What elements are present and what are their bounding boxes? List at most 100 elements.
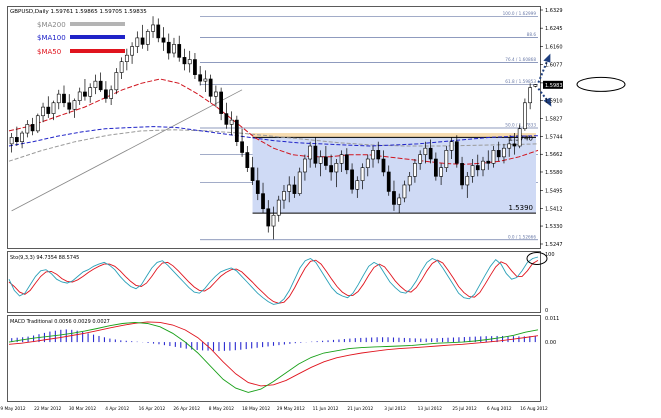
candle-body-53 [287, 184, 292, 192]
legend-ma200-label: $MA200 [37, 21, 66, 29]
candle-body-71 [381, 158, 386, 173]
macd-panel-frame [7, 315, 541, 402]
candle-body-23 [130, 46, 134, 56]
time-label-7: 18 May 2012 [242, 406, 270, 412]
macd-tick-label-1: 0.00 [545, 340, 556, 346]
candle-body-77 [413, 163, 417, 177]
price-tick-label-5: 1.5910 [545, 99, 563, 105]
time-label-0: 9 May 2012 [0, 406, 26, 412]
candle-body-66 [355, 180, 360, 190]
candle-body-76 [407, 176, 412, 186]
candle-body-13 [77, 91, 82, 101]
candle-body-18 [104, 89, 108, 99]
candle-body-92 [491, 150, 496, 164]
price-highlight-ellipse [576, 76, 626, 92]
price-tick-label-3: 1.6077 [545, 62, 563, 68]
resistance-band [252, 133, 536, 138]
legend-ma50-label: $MA50 [37, 48, 61, 56]
candle-body-65 [350, 169, 354, 190]
price-axis-layer: 1.63291.62451.61601.60771.59921.59101.58… [540, 8, 563, 248]
price-tick-label-0: 1.6329 [545, 8, 563, 14]
price-tick-label-2: 1.6160 [545, 45, 563, 51]
candle-body-28 [156, 24, 161, 39]
macd-signal-line [8, 321, 539, 387]
candle-body-60 [324, 156, 328, 166]
candle-body-88 [470, 165, 475, 177]
candle-body-17 [98, 80, 103, 91]
time-axis-layer: 9 May 2012 22 Mar 2012 30 Mar 2012 4 Apr 20… [0, 406, 548, 412]
candle-body-79 [423, 147, 428, 155]
time-label-11: 3 Jul 2012 [384, 406, 406, 412]
legend-ma100-label: $MA100 [37, 34, 66, 42]
candle-body-16 [93, 80, 98, 88]
price-tick-label-11: 1.5412 [545, 206, 563, 212]
candle-body-38 [208, 78, 213, 97]
fib-label-4: 50.0 / 1.57833 [505, 123, 536, 128]
candle-body-56 [303, 158, 307, 173]
candles-layer [9, 16, 538, 240]
fib-label-3: 61.8 / 1.59853 [505, 79, 536, 84]
candle-body-22 [124, 54, 129, 62]
candle-body-74 [397, 197, 402, 205]
candle-body-32 [177, 44, 182, 58]
ma50-line [8, 78, 539, 165]
current-price-box [543, 80, 563, 89]
price-tick-label-6: 1.5827 [545, 117, 563, 123]
time-label-12: 13 Jul 2012 [418, 406, 443, 412]
macd-title: MACD Traditional 0.0056 0.0029 0.0027 [10, 319, 110, 325]
time-label-1: 22 Mar 2012 [34, 406, 62, 412]
candle-body-0 [9, 137, 14, 145]
candle-body-75 [402, 184, 407, 199]
candle-body-51 [276, 199, 281, 216]
candle-body-11 [67, 102, 72, 110]
candle-body-97 [517, 128, 522, 147]
candle-body-50 [271, 214, 276, 227]
candle-body-27 [151, 24, 155, 32]
time-label-3: 4 Apr 2012 [105, 406, 129, 412]
candle-body-59 [318, 156, 323, 164]
stoch-highlight-ellipse [526, 251, 548, 265]
fib-label-1: 88.6 [527, 32, 537, 37]
candle-body-91 [486, 160, 491, 164]
macd-tick-label-0: 0.011 [545, 316, 559, 322]
candle-body-20 [114, 72, 119, 91]
candle-body-81 [433, 158, 438, 177]
time-label-15: 16 Aug 2012 [520, 406, 548, 412]
annotations-layer [537, 53, 626, 107]
candle-body-100 [533, 84, 538, 87]
candle-body-54 [292, 184, 297, 194]
candle-body-98 [523, 102, 527, 130]
candle-body-80 [428, 147, 433, 160]
candle-body-48 [261, 193, 265, 210]
chart-header: GBPUSD,Daily 1.59761 1.59865 1.59705 1.5… [10, 9, 147, 15]
candle-body-45 [245, 152, 250, 168]
candle-body-30 [166, 41, 171, 54]
stoch-tick-label-1: 0 [545, 308, 548, 314]
candle-body-5 [35, 115, 40, 132]
current-price-label: 1.5983 [545, 83, 563, 89]
candle-body-82 [439, 167, 443, 177]
candle-body-95 [507, 143, 512, 149]
arrow-up-head [543, 53, 551, 63]
candle-body-36 [198, 74, 203, 82]
candle-body-68 [365, 158, 370, 168]
candle-body-37 [203, 78, 208, 82]
stoch-tick-label-0: 100 [545, 252, 555, 258]
candle-body-33 [182, 57, 187, 65]
candle-body-8 [51, 102, 56, 114]
candle-body-26 [145, 31, 150, 45]
price-tick-label-10: 1.5495 [545, 188, 563, 194]
candle-body-69 [371, 150, 375, 160]
candle-body-9 [56, 93, 61, 104]
candle-body-96 [512, 143, 517, 147]
candle-body-86 [460, 163, 464, 186]
candle-body-64 [344, 154, 349, 171]
candle-body-10 [62, 93, 66, 104]
candle-body-63 [339, 154, 344, 164]
stoch-signal-line [8, 259, 539, 304]
time-label-6: 8 May 2012 [209, 406, 235, 412]
candle-body-52 [282, 191, 286, 201]
candle-body-3 [25, 124, 30, 134]
price-tick-label-12: 1.5330 [545, 224, 563, 230]
